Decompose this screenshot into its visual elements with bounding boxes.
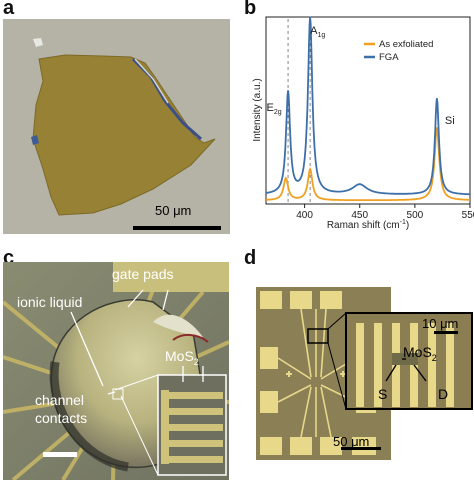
y-axis-label: Intensity (a.u.): [252, 78, 263, 141]
label-source: S: [378, 386, 388, 402]
panel-a-scalebar: [133, 226, 221, 230]
series-line-as-exfoliated: [266, 127, 470, 201]
label-drain: D: [438, 386, 449, 402]
mos2-flake: [32, 54, 216, 216]
panel-a-micrograph: [3, 19, 230, 234]
legend-label-as-exfoliated: As exfoliated: [379, 39, 433, 50]
x-axis-label: Raman shift (cm-1): [327, 219, 409, 231]
panel-a-letter: a: [3, 0, 15, 19]
panel-c-scalebar: [43, 452, 77, 457]
panel-b-letter: b: [244, 0, 257, 19]
label-gate-pads: gate pads: [112, 266, 174, 282]
panel-d-inset-scalebar-label: 10 μm: [422, 316, 459, 331]
peak-label-e: E2g: [266, 102, 281, 116]
label-mos2-d: MoS2: [403, 344, 437, 363]
label-ionic-liquid: ionic liquid: [17, 294, 83, 310]
peak-label-si: Si: [445, 115, 455, 127]
series-line-fga: [266, 16, 471, 196]
panel-d-letter: d: [244, 247, 257, 269]
legend-label-fga: FGA: [379, 52, 399, 63]
x-tick-label-500: 500: [407, 210, 424, 221]
panel-c-letter: c: [3, 247, 15, 269]
panel-a-scalebar-label: 50 μm: [155, 203, 192, 218]
x-tick-label-450: 450: [351, 210, 368, 221]
raman-chart: 400 450 500 550 As exfoliated FGA Intensity…: [252, 16, 474, 231]
legend: As exfoliated FGA: [364, 39, 433, 63]
label-mos2-c: MoS2: [165, 348, 199, 367]
label-contacts: contacts: [35, 410, 88, 426]
x-tick-label-400: 400: [296, 210, 313, 221]
panel-d-scalebar: [341, 447, 381, 450]
x-tick-label-550: 550: [462, 210, 474, 221]
panel-d-scalebar-label: 50 μm: [333, 434, 370, 449]
label-channel: channel: [35, 392, 85, 408]
peak-label-a: A1g: [310, 25, 325, 39]
panel-c-micrograph: [3, 262, 229, 480]
panel-d-micrograph: [256, 287, 473, 460]
